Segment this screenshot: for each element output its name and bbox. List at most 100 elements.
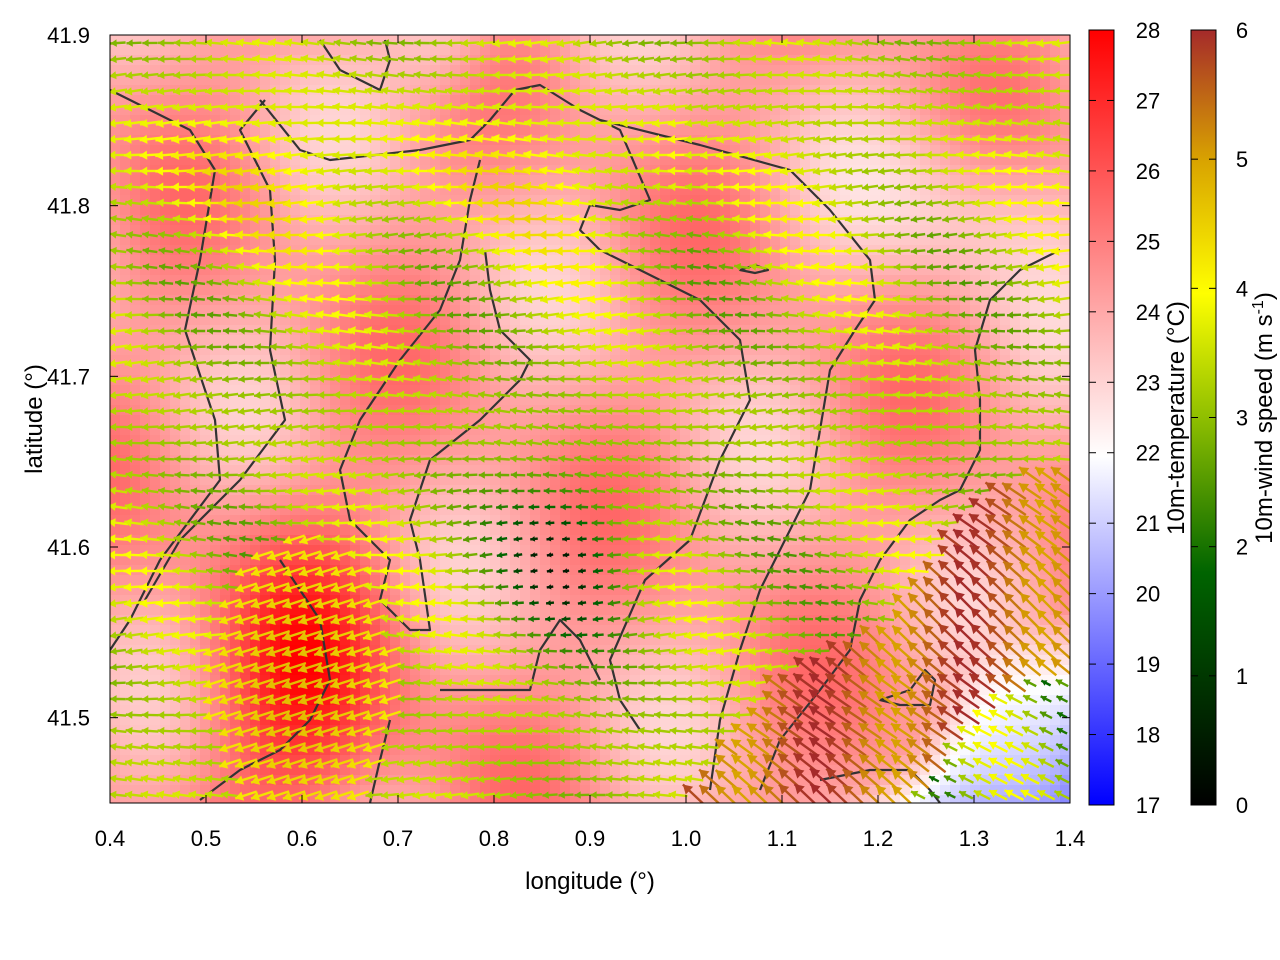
temperature-cell <box>780 335 791 346</box>
temperature-cell <box>160 305 171 316</box>
temperature-cell <box>270 125 281 136</box>
temperature-cell <box>460 385 471 396</box>
temperature-cell <box>1060 185 1070 196</box>
temperature-cell <box>950 535 961 546</box>
temperature-cell <box>530 105 541 116</box>
temperature-cell <box>570 145 581 156</box>
temperature-cell <box>240 235 251 246</box>
temperature-cell <box>960 425 971 436</box>
temperature-cell <box>190 175 201 186</box>
temperature-cell <box>580 205 591 216</box>
temperature-cell <box>280 355 291 366</box>
temperature-cell <box>990 95 1001 106</box>
temperature-cell <box>260 235 271 246</box>
temperature-cell <box>350 335 361 346</box>
temperature-cell <box>1020 75 1031 86</box>
temperature-cell <box>500 395 511 406</box>
temperature-cell <box>210 475 221 486</box>
temperature-cell <box>970 195 981 206</box>
temperature-cell <box>970 125 981 136</box>
temperature-cell <box>450 365 461 376</box>
temperature-cell <box>590 125 601 136</box>
temperature-cell <box>490 155 501 166</box>
temperature-cell <box>940 495 951 506</box>
temperature-cell <box>320 315 331 326</box>
temperature-cell <box>240 115 251 126</box>
temperature-cell <box>760 315 771 326</box>
temperature-cell <box>260 385 271 396</box>
temperature-cell <box>1000 445 1011 456</box>
temperature-cell <box>260 135 271 146</box>
temperature-cell <box>770 365 781 376</box>
temperature-cell <box>480 185 491 196</box>
temperature-cell <box>1040 205 1051 216</box>
temperature-cell <box>850 505 861 516</box>
temperature-cell <box>500 115 511 126</box>
temperature-cell <box>250 285 261 296</box>
temperature-cell <box>320 235 331 246</box>
temperature-cell <box>130 235 141 246</box>
temperature-cell <box>310 65 321 76</box>
temperature-cell <box>960 345 971 356</box>
temperature-cell <box>690 315 701 326</box>
temperature-cell <box>640 515 651 526</box>
temperature-cell <box>460 235 471 246</box>
temperature-cell <box>520 445 531 456</box>
temperature-cell <box>130 285 141 296</box>
temperature-cell <box>280 545 291 556</box>
temperature-cell <box>220 505 231 516</box>
temperature-cell <box>820 285 831 296</box>
temperature-cell <box>960 105 971 116</box>
temperature-cell <box>350 105 361 116</box>
temperature-cell <box>760 475 771 486</box>
temperature-cell <box>130 445 141 456</box>
temperature-cell <box>410 445 421 456</box>
temperature-cell <box>380 255 391 266</box>
temperature-cell <box>960 465 971 476</box>
temperature-cell <box>600 235 611 246</box>
temperature-cell <box>980 195 991 206</box>
temperature-cell <box>160 235 171 246</box>
temperature-cell <box>140 35 151 46</box>
temperature-cell <box>770 195 781 206</box>
temperature-cell <box>580 395 591 406</box>
temperature-cell <box>610 495 621 506</box>
temperature-cell <box>160 525 171 536</box>
temperature-cell <box>660 55 671 66</box>
temperature-cell <box>380 495 391 506</box>
temperature-cell <box>800 335 811 346</box>
temperature-cell <box>180 145 191 156</box>
temperature-cell <box>1040 425 1051 436</box>
temperature-cell <box>1040 355 1051 366</box>
temperature-cell <box>110 365 121 376</box>
temperature-cell <box>770 505 781 516</box>
temperature-cell <box>160 345 171 356</box>
temperature-cell <box>290 335 301 346</box>
temperature-cell <box>660 75 671 86</box>
temperature-cell <box>110 535 121 546</box>
temperature-cell <box>240 55 251 66</box>
temperature-cell <box>990 395 1001 406</box>
temperature-cell <box>290 435 301 446</box>
temperature-cell <box>170 155 181 166</box>
temperature-cell <box>1040 505 1051 516</box>
temperature-cell <box>190 365 201 376</box>
temperature-cell <box>1040 65 1051 76</box>
temperature-cell <box>690 185 701 196</box>
temperature-cell <box>1060 145 1070 156</box>
temperature-cell <box>360 125 371 136</box>
temperature-cell <box>610 125 621 136</box>
temperature-cell <box>850 445 861 456</box>
temperature-cell <box>970 75 981 86</box>
temperature-cell <box>750 225 761 236</box>
temperature-cell <box>800 435 811 446</box>
temperature-cell <box>1040 185 1051 196</box>
temperature-cell <box>1040 275 1051 286</box>
temperature-cell <box>150 435 161 446</box>
temperature-cell <box>110 475 121 486</box>
temperature-cell <box>980 65 991 76</box>
temperature-cell <box>240 355 251 366</box>
temperature-cell <box>120 115 131 126</box>
temperature-cell <box>500 55 511 66</box>
temperature-cell <box>200 425 211 436</box>
